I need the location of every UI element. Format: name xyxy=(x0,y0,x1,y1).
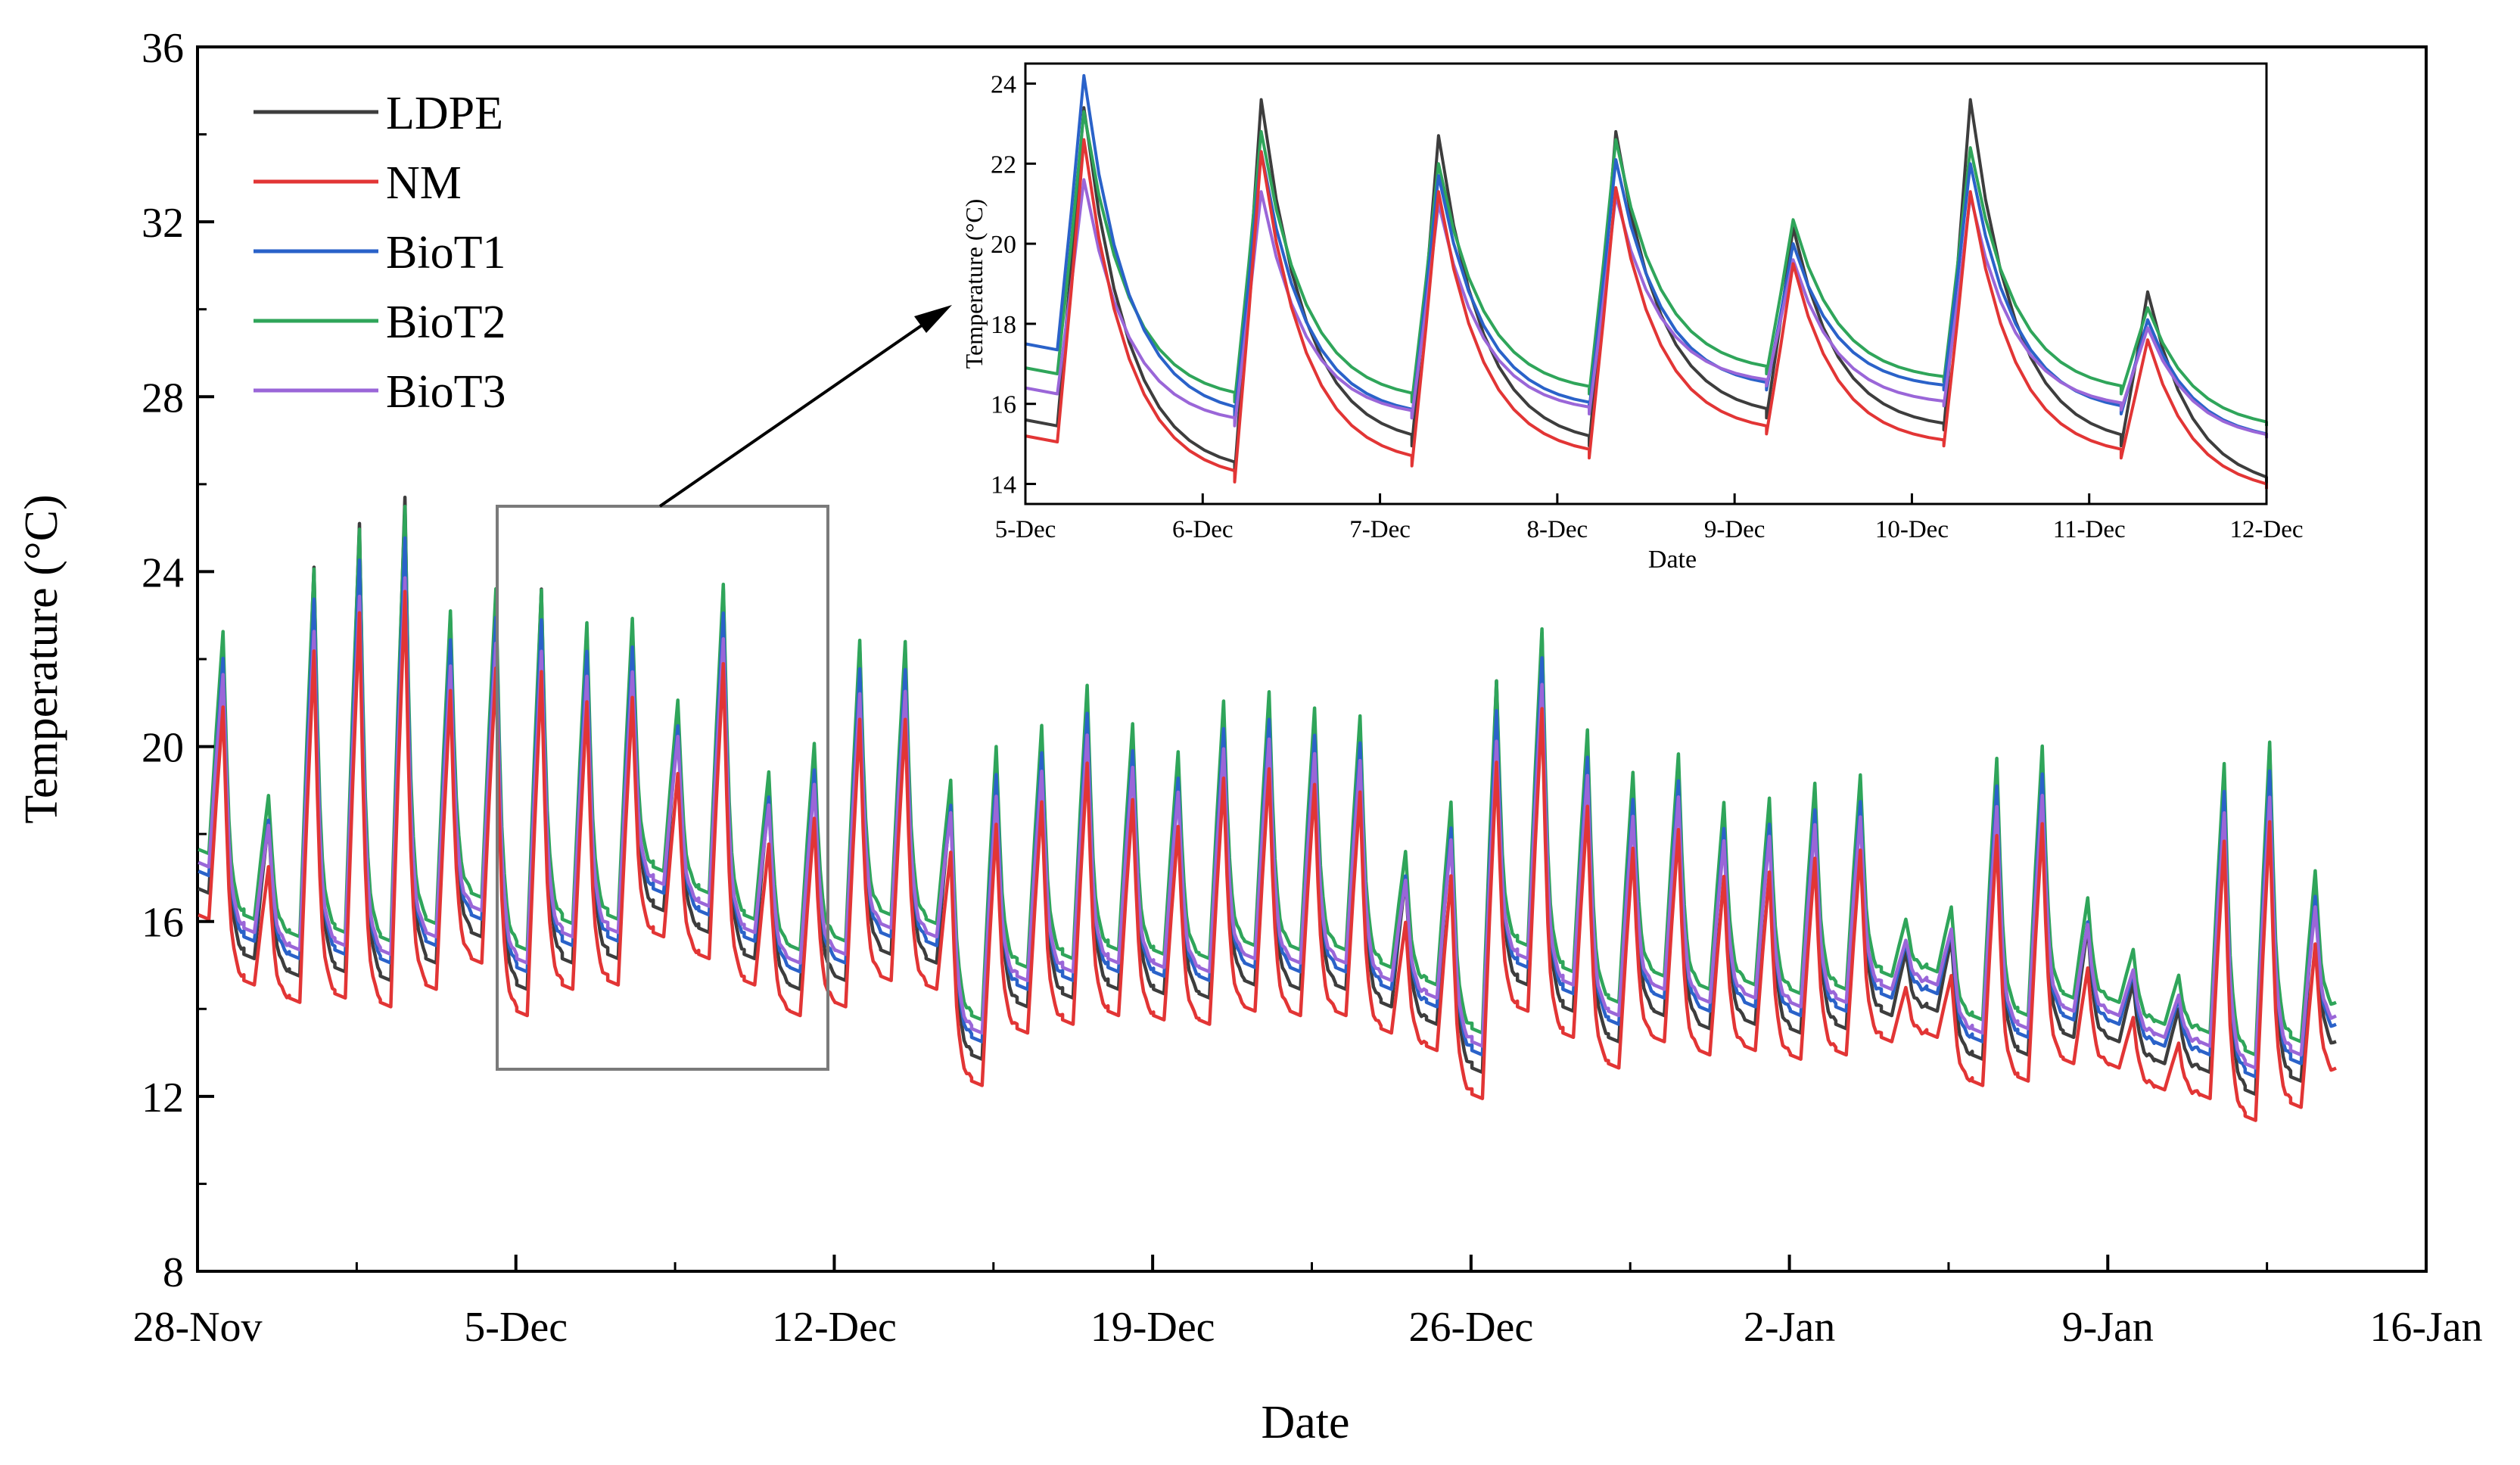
inset-x-tick-label: 8-Dec xyxy=(1527,516,1588,543)
main-y-tick-label: 20 xyxy=(142,725,184,772)
main-series-group xyxy=(198,495,2337,1122)
legend: LDPE NM BioT1 BioT2 BioT3 xyxy=(254,88,506,418)
main-x-tick-label: 12-Dec xyxy=(772,1304,897,1351)
main-x-axis: 28-Nov 5-Dec 12-Dec 19-Dec 26-Dec 2-Jan 9-Jan 1… xyxy=(132,1255,2483,1351)
main-x-axis-label: Date xyxy=(1261,1397,1349,1448)
legend-label-biot2: BioT2 xyxy=(386,297,506,348)
inset-series-group xyxy=(1025,73,2268,490)
main-y-tick-label: 36 xyxy=(142,25,184,72)
inset-y-tick-label: 20 xyxy=(991,231,1016,259)
inset-x-tick-label: 5-Dec xyxy=(995,516,1056,543)
inset-x-tick-label: 10-Dec xyxy=(1875,516,1949,543)
zoom-arrow-line xyxy=(658,324,923,508)
inset-y-tick-label: 14 xyxy=(991,471,1016,499)
inset-plot-frame xyxy=(1024,62,2268,505)
inset-x-tick-label: 12-Dec xyxy=(2229,516,2303,543)
main-x-tick-label: 16-Jan xyxy=(2369,1304,2482,1351)
main-y-tick-label: 32 xyxy=(142,200,184,247)
legend-label-biot3: BioT3 xyxy=(386,366,506,418)
legend-label-nm: NM xyxy=(386,157,462,209)
main-x-tick-label: 26-Dec xyxy=(1408,1304,1533,1351)
inset-y-tick-label: 16 xyxy=(991,391,1016,419)
inset-x-axis: 5-Dec 6-Dec 7-Dec 8-Dec 9-Dec 10-Dec 11-Dec 12-… xyxy=(995,493,2304,543)
main-y-axis: 8 12 16 20 24 28 32 36 xyxy=(142,25,214,1296)
inset-series-biot2-line xyxy=(1025,110,2268,426)
legend-label-biot1: BioT1 xyxy=(386,227,506,278)
inset-y-tick-label: 22 xyxy=(991,151,1016,179)
main-x-tick-label: 5-Dec xyxy=(464,1304,568,1351)
inset-y-axis-label: Temperature (°C) xyxy=(960,199,988,369)
main-series-nm-line xyxy=(198,589,2337,1122)
main-x-tick-label: 19-Dec xyxy=(1090,1304,1215,1351)
inset-x-tick-label: 6-Dec xyxy=(1172,516,1234,543)
inset-x-axis-label: Date xyxy=(1648,546,1697,574)
inset-x-tick-label: 11-Dec xyxy=(2053,516,2126,543)
inset-y-tick-label: 24 xyxy=(991,70,1016,98)
inset-y-axis: 14 16 18 20 22 24 xyxy=(991,70,1036,499)
inset-background xyxy=(1025,64,2266,504)
main-y-tick-label: 24 xyxy=(142,549,184,596)
inset-y-tick-label: 18 xyxy=(991,311,1016,339)
main-y-axis-label: Temperature (°C) xyxy=(16,494,67,823)
inset-series-nm-line xyxy=(1025,138,2268,490)
main-series-biot3-line xyxy=(198,576,2337,1070)
zoom-arrow-head xyxy=(914,305,952,333)
main-y-tick-label: 8 xyxy=(163,1249,184,1296)
main-y-tick-label: 12 xyxy=(142,1075,184,1121)
legend-label-ldpe: LDPE xyxy=(386,88,503,139)
main-y-tick-label: 16 xyxy=(142,900,184,947)
main-x-tick-label: 28-Nov xyxy=(132,1304,262,1351)
inset-x-tick-label: 7-Dec xyxy=(1349,516,1411,543)
inset-x-tick-label: 9-Dec xyxy=(1704,516,1766,543)
main-y-tick-label: 28 xyxy=(142,375,184,421)
main-x-tick-label: 9-Jan xyxy=(2062,1304,2154,1351)
main-x-tick-label: 2-Jan xyxy=(1744,1304,1835,1351)
